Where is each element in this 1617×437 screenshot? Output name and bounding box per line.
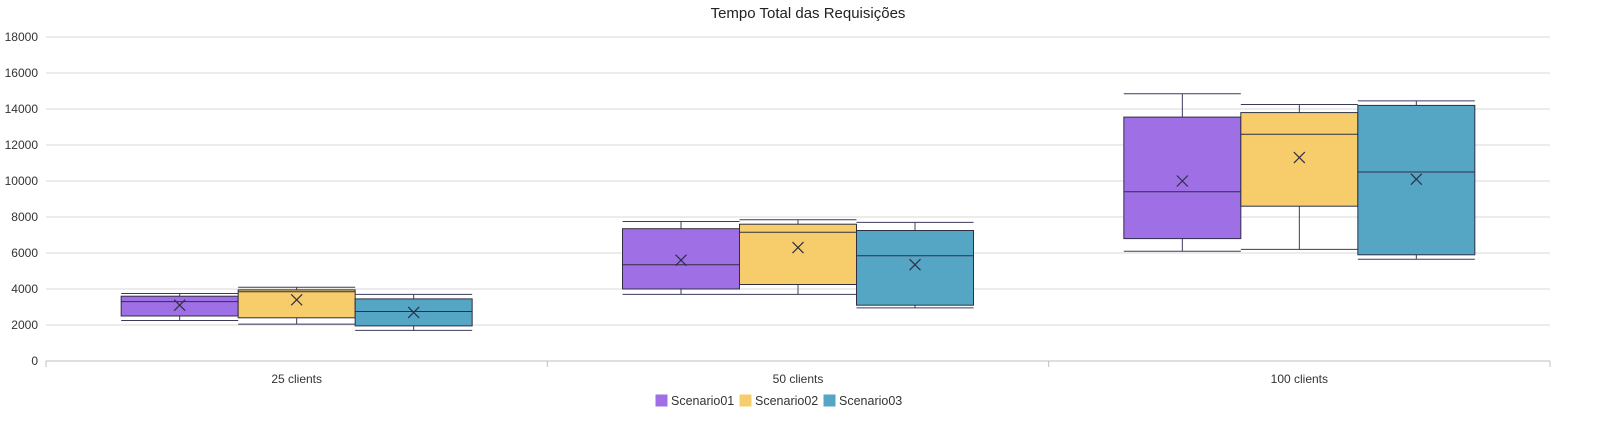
x-category-label: 25 clients	[271, 372, 322, 386]
mean-marker	[909, 258, 921, 271]
legend-label: Scenario03	[839, 394, 902, 408]
box-body	[120, 295, 239, 317]
legend: Scenario01 Scenario02 Scenario03	[655, 394, 902, 408]
y-tick-label: 18000	[5, 30, 39, 44]
y-tick-label: 16000	[5, 66, 39, 80]
box-scenario01	[1123, 93, 1242, 252]
y-tick-label: 10000	[5, 174, 39, 188]
y-tick-label: 12000	[5, 138, 39, 152]
box-scenario01	[622, 221, 740, 295]
legend-swatch	[739, 394, 752, 407]
box-scenario02	[237, 286, 356, 325]
box-body	[354, 298, 473, 327]
chart-title: Tempo Total das Requisições	[711, 5, 906, 22]
box-series	[120, 93, 1476, 331]
legend-item-scenario03[interactable]: Scenario03	[823, 394, 902, 408]
y-tick-label: 6000	[11, 246, 38, 260]
mean-marker	[675, 254, 687, 267]
y-tick-label: 8000	[11, 210, 38, 224]
mean-marker	[407, 306, 420, 319]
box-scenario03	[1357, 100, 1476, 260]
mean-marker	[1293, 151, 1306, 164]
box-scenario02	[1240, 104, 1359, 250]
box-scenario02	[739, 219, 857, 295]
y-tick-label: 4000	[11, 282, 38, 296]
mean-marker	[792, 241, 804, 254]
box-body	[622, 228, 740, 290]
box-body	[739, 223, 857, 285]
y-tick-label: 14000	[5, 102, 39, 116]
box-body	[237, 289, 356, 319]
box-body	[1357, 104, 1476, 256]
mean-marker	[173, 299, 186, 312]
mean-marker	[290, 293, 303, 306]
legend-item-scenario02[interactable]: Scenario02	[739, 394, 818, 408]
box-body	[1240, 112, 1359, 207]
x-category-label: 50 clients	[773, 372, 824, 386]
box-scenario03	[856, 221, 974, 309]
y-tick-label: 2000	[11, 318, 38, 332]
box-body	[1123, 116, 1242, 240]
y-tick-label: 0	[31, 354, 38, 368]
box-body	[856, 230, 974, 306]
legend-swatch	[823, 394, 836, 407]
legend-swatch	[655, 394, 668, 407]
box-scenario01	[120, 293, 239, 321]
legend-label: Scenario02	[755, 394, 818, 408]
box-scenario03	[354, 293, 473, 331]
legend-item-scenario01[interactable]: Scenario01	[655, 394, 734, 408]
x-category-label: 100 clients	[1271, 372, 1328, 386]
legend-label: Scenario01	[671, 394, 734, 408]
mean-marker	[1176, 175, 1189, 187]
mean-marker	[1410, 173, 1423, 186]
axes: 0 2000 4000 6000 8000 10000 12000 14000 16000 180…	[5, 30, 1551, 386]
